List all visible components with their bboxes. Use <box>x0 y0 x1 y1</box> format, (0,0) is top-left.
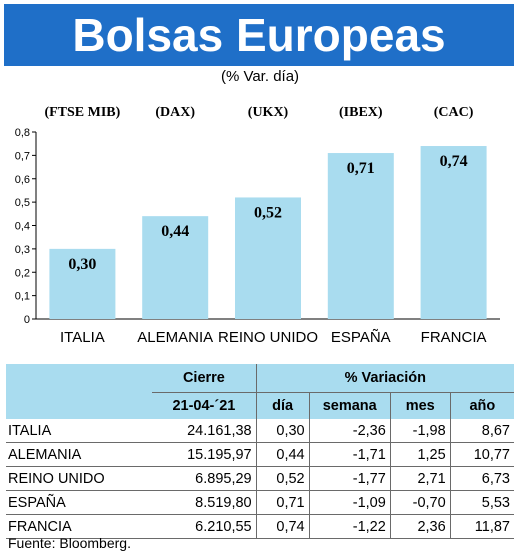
row-mes: -0,70 <box>389 490 451 515</box>
bar <box>327 153 394 319</box>
row-ano: 8,67 <box>449 419 514 443</box>
row-ano: 11,87 <box>449 514 514 539</box>
bar-value-label: 0,30 <box>68 256 96 273</box>
category-label: ESPAÑA <box>331 329 391 346</box>
y-tick-label: 0,7 <box>15 150 30 162</box>
title-banner: Bolsas Europeas <box>4 4 514 66</box>
row-mes: -1,98 <box>389 419 451 443</box>
bar-chart: 0 0,1 0,2 0,3 0,4 0,5 0,6 0,7 0,8 0,30 (FTSE MIB) I… <box>0 92 520 357</box>
table-header-variacion: % Variación <box>255 364 514 393</box>
row-mes: 2,71 <box>389 466 451 491</box>
source-note: Fuente: Bloomberg. <box>8 535 131 551</box>
bar-value-label: 0,44 <box>161 223 189 240</box>
y-tick-label: 0,5 <box>15 197 30 209</box>
y-tick-label: 0 <box>24 314 30 326</box>
row-semana: -2,36 <box>308 419 391 443</box>
table-header-cierre: Cierre <box>152 364 257 393</box>
bar <box>420 146 487 319</box>
row-name: ALEMANIA <box>6 442 153 467</box>
row-dia: 0,71 <box>255 490 310 515</box>
row-cierre: 15.195,97 <box>152 442 257 467</box>
bar <box>49 248 116 319</box>
category-label: REINO UNIDO <box>218 329 318 346</box>
table-header-semana: semana <box>308 392 391 419</box>
row-semana: -1,22 <box>308 514 391 539</box>
row-dia: 0,52 <box>255 466 310 491</box>
bar <box>142 216 209 319</box>
bar <box>235 197 301 319</box>
y-tick-label: 0,4 <box>15 221 30 233</box>
data-table: Cierre % Variación 21-04-´21 día semana … <box>6 364 514 539</box>
row-ano: 6,73 <box>449 466 514 491</box>
row-name: FRANCIA <box>6 514 153 539</box>
row-name: ITALIA <box>6 419 153 443</box>
category-label: ITALIA <box>60 329 105 346</box>
table-header-blank-2 <box>6 392 153 419</box>
table-header-dia: día <box>255 392 310 419</box>
row-dia: 0,30 <box>255 419 310 443</box>
page-title: Bolsas Europeas <box>72 9 446 61</box>
table-row: REINO UNIDO 6.895,29 0,52 -1,77 2,71 6,7… <box>6 466 514 491</box>
category-label: ALEMANIA <box>137 329 213 346</box>
y-tick-label: 0,6 <box>15 174 30 186</box>
table-header-date: 21-04-´21 <box>152 392 257 419</box>
row-semana: -1,77 <box>308 466 391 491</box>
bar-value-label: 0,74 <box>440 153 468 170</box>
y-tick-label: 0,3 <box>15 244 30 256</box>
table-header-mes: mes <box>389 392 451 419</box>
table-header-blank <box>6 364 153 393</box>
row-semana: -1,09 <box>308 490 391 515</box>
row-semana: -1,71 <box>308 442 391 467</box>
row-ano: 5,53 <box>449 490 514 515</box>
index-label: (CAC) <box>434 105 474 120</box>
row-name: REINO UNIDO <box>6 466 153 491</box>
row-ano: 10,77 <box>449 442 514 467</box>
row-cierre: 8.519,80 <box>152 490 257 515</box>
bar-value-label: 0,52 <box>254 204 282 221</box>
row-cierre: 6.210,55 <box>152 514 257 539</box>
row-dia: 0,44 <box>255 442 310 467</box>
y-tick-label: 0,8 <box>15 127 30 139</box>
table-row: ITALIA 24.161,38 0,30 -2,36 -1,98 8,67 <box>6 419 514 443</box>
bar-chart-svg: 0 0,1 0,2 0,3 0,4 0,5 0,6 0,7 0,8 0,30 (FTSE MIB) I… <box>15 105 500 346</box>
row-cierre: 24.161,38 <box>152 419 257 443</box>
table-row: FRANCIA 6.210,55 0,74 -1,22 2,36 11,87 <box>6 514 514 539</box>
table-row: ESPAÑA 8.519,80 0,71 -1,09 -0,70 5,53 <box>6 490 514 515</box>
index-label: (UKX) <box>248 105 289 120</box>
row-dia: 0,74 <box>255 514 310 539</box>
chart-subtitle: (% Var. día) <box>220 68 300 85</box>
row-name: ESPAÑA <box>6 490 153 515</box>
table-header-ano: año <box>449 392 514 419</box>
row-cierre: 6.895,29 <box>152 466 257 491</box>
y-tick-label: 0,2 <box>15 267 30 279</box>
bar-value-label: 0,71 <box>347 160 375 177</box>
category-label: FRANCIA <box>421 329 487 346</box>
y-tick-label: 0,1 <box>15 291 30 303</box>
row-mes: 2,36 <box>389 514 451 539</box>
index-label: (IBEX) <box>339 105 383 120</box>
index-label: (DAX) <box>155 105 195 120</box>
row-mes: 1,25 <box>389 442 451 467</box>
index-label: (FTSE MIB) <box>44 105 120 120</box>
table-row: ALEMANIA 15.195,97 0,44 -1,71 1,25 10,77 <box>6 442 514 467</box>
